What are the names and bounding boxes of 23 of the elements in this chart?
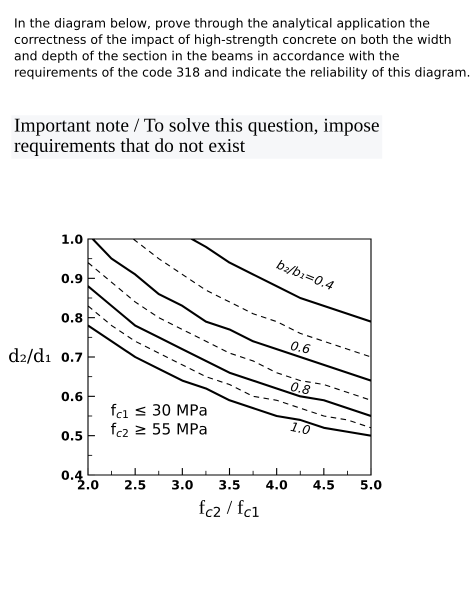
x-tick-label: 4.5 bbox=[313, 480, 334, 490]
y-axis-title: d₂/d₁ bbox=[9, 348, 50, 364]
x-tick-label: 2.5 bbox=[125, 480, 146, 490]
x-tick-label: 4.0 bbox=[266, 480, 288, 490]
annotation: f$_{c1}$ ≤ 30 MPa bbox=[110, 404, 206, 418]
y-tick-label: 0.9 bbox=[62, 274, 82, 284]
text: 0.8 bbox=[290, 382, 311, 395]
y-tick-label: 1.0 bbox=[62, 234, 83, 244]
x-tick-label: 2.0 bbox=[78, 480, 98, 490]
text: 0.6 bbox=[290, 340, 311, 354]
x-tick-label: 5.0 bbox=[360, 480, 382, 490]
annotation: f$_{c2}$ ≥ 55 MPa bbox=[110, 422, 206, 438]
y-tick-label: 0.4 bbox=[62, 470, 83, 480]
y-tick-label: 0.5 bbox=[62, 431, 82, 441]
chart-subtitle: Important note / To solve this question, impose requirements that do not exist bbox=[14, 118, 379, 156]
x-axis-title: f$_{c2}$ / f$_{c1}$ bbox=[199, 500, 259, 518]
chart-title: In the diagram below, prove through the analytical application the correctness of the impact of high-strength concrete on both the width and depth of the section in the beams in accordance with the requirements of the code 318 and indicate the reliability of this diagram. bbox=[14, 18, 470, 80]
x-tick-label: 3.0 bbox=[172, 480, 193, 490]
y-tick-label: 0.6 bbox=[62, 392, 82, 402]
y-tick-label: 0.7 bbox=[62, 352, 82, 362]
y-tick-label: 0.8 bbox=[62, 313, 82, 323]
x-tick-label: 3.5 bbox=[219, 480, 240, 490]
text: 1.0 bbox=[290, 422, 311, 435]
